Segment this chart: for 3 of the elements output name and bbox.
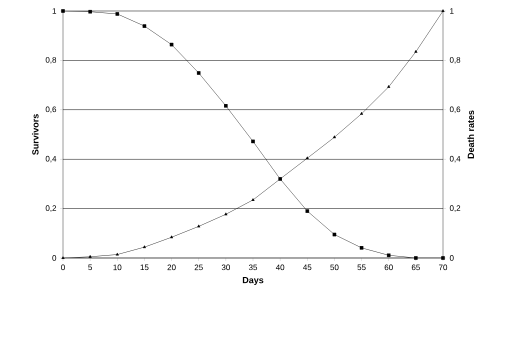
x-axis-title: Days	[242, 277, 264, 286]
y-axis-title: Survivors	[32, 114, 39, 155]
y2-axis-title: Death rates	[467, 110, 474, 158]
